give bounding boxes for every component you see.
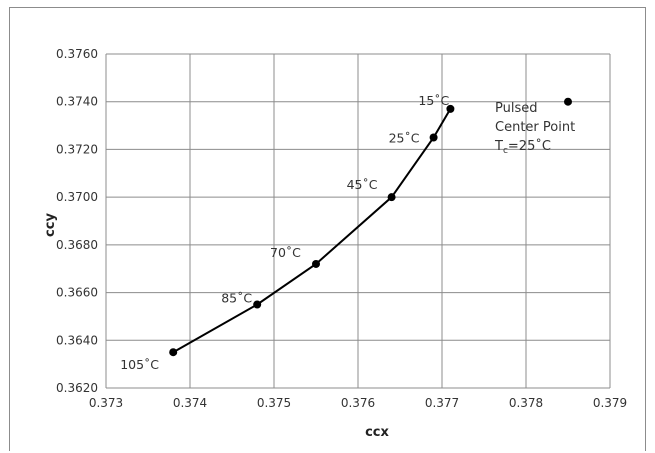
- series-layer: [169, 97, 572, 357]
- annotation-tc-main: T: [494, 139, 503, 154]
- tick-labels: 0.3620 0.3640 0.3660 0.3680 0.3700 0.3720 0.37…: [56, 47, 627, 410]
- y-tick-label: 0.3760: [56, 47, 98, 61]
- data-label: 105˚C: [120, 357, 159, 372]
- data-point: [429, 133, 438, 142]
- y-axis-title: ccy: [43, 213, 58, 237]
- annotation-center-point: Center Point: [495, 120, 575, 135]
- data-label: 45˚C: [347, 177, 378, 192]
- x-tick-label: 0.375: [257, 396, 291, 410]
- y-tick-label: 0.3640: [56, 333, 98, 347]
- x-tick-label: 0.376: [341, 396, 375, 410]
- annotation-tc-rest: =25˚C: [508, 138, 551, 154]
- y-tick-label: 0.3720: [56, 142, 98, 156]
- data-label: 85˚C: [221, 291, 252, 306]
- x-tick-label: 0.374: [173, 396, 207, 410]
- x-tick-label: 0.379: [593, 396, 627, 410]
- data-point: [387, 193, 396, 202]
- chart-frame: [9, 7, 646, 451]
- y-tick-label: 0.3740: [56, 95, 98, 109]
- data-label: 15˚C: [418, 93, 449, 108]
- y-tick-label: 0.3660: [56, 286, 98, 300]
- grid: [105, 53, 611, 389]
- data-point: [169, 348, 178, 357]
- x-tick-label: 0.377: [425, 396, 459, 410]
- x-tick-label: 0.373: [89, 396, 123, 410]
- y-tick-label: 0.3680: [56, 238, 98, 252]
- data-point: [446, 104, 455, 113]
- annotation-pulsed: Pulsed: [495, 101, 538, 116]
- y-tick-label: 0.3700: [56, 190, 98, 204]
- data-label: 70˚C: [270, 245, 301, 260]
- point-labels: 105˚C 85˚C 70˚C 45˚C 25˚C 15˚C: [120, 93, 449, 372]
- y-tick-label: 0.3620: [56, 381, 98, 395]
- data-point: [253, 300, 262, 309]
- x-tick-label: 0.378: [509, 396, 543, 410]
- annotation-tc: Tc=25˚C: [494, 138, 551, 156]
- series-line: [172, 108, 452, 354]
- data-label: 25˚C: [389, 131, 420, 146]
- data-point: [564, 97, 572, 106]
- annotation-tc-sub: c: [503, 146, 508, 156]
- x-axis-title: ccx: [365, 425, 389, 440]
- data-point: [312, 259, 320, 268]
